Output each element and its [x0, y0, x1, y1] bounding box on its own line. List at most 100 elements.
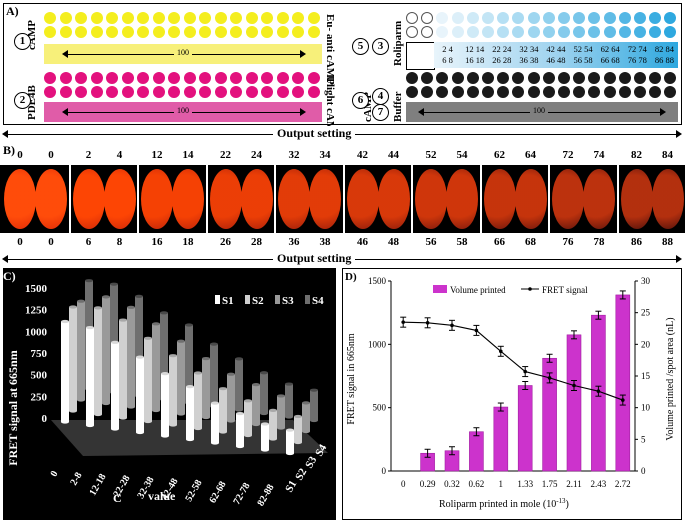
well-dot [245, 86, 258, 98]
output-well [240, 169, 273, 229]
y-tick-label: 500 [373, 403, 387, 413]
well-dot [230, 72, 242, 84]
bar-base-S3 [277, 426, 285, 430]
series-axis-label: S1 [283, 478, 299, 494]
bar-base-S3 [177, 412, 185, 416]
well-bottom-number: 46 [357, 236, 368, 248]
step-3-icon: 3 [372, 38, 389, 55]
well-dot [121, 26, 134, 38]
well-dot [261, 72, 273, 84]
panel-c-label: C) [3, 269, 16, 283]
y-tick-label: 0 [42, 413, 48, 425]
well-dot [276, 26, 289, 38]
volume-bar [493, 406, 509, 472]
gradient-number-top: 62 64 [600, 44, 620, 54]
legend-swatch [245, 295, 250, 304]
bar-base-S1 [86, 423, 94, 428]
well-dot [512, 72, 525, 84]
pde4b-arrow-label: 100 [174, 106, 192, 115]
y-tick-label: 750 [31, 348, 48, 360]
well-top-number: 52 [425, 149, 437, 161]
gradient-well-dot [466, 12, 479, 24]
x-tick-label: 82-88 [255, 483, 276, 509]
well-dot [261, 26, 273, 38]
well-dot [482, 72, 494, 84]
x-axis-corner: C [113, 491, 122, 505]
gradient-number-bottom: 76 78 [627, 55, 647, 65]
well-dot [527, 86, 540, 98]
well-dot [183, 26, 196, 38]
gradient-well-dot [573, 12, 586, 24]
bar-top-S4 [135, 294, 143, 298]
bar-top-S2 [269, 408, 277, 412]
gradient-well-dot [573, 26, 586, 38]
gradient-number-bottom: 46 48 [546, 55, 566, 65]
blank-well-box [406, 42, 435, 70]
gradient-well-dot [634, 12, 646, 24]
y-axis-label: FRET signal at 665nm [6, 350, 20, 465]
bar-top-S4 [160, 311, 168, 315]
well-dot [59, 72, 72, 84]
panel-b-bottom-numbers: 0 0 6 8 16 18 26 28 36 38 46 48 56 58 66 68 76 78 86 88 [0, 236, 685, 250]
well-bottom-number: 16 [151, 236, 163, 248]
x-tick-label: 0 [49, 469, 61, 479]
gradient-well-dot [542, 26, 555, 38]
gradient-number-bottom: 86 88 [654, 55, 674, 65]
output-well [415, 169, 447, 229]
well-dot [90, 72, 103, 84]
gradient-number-bottom: 16 18 [465, 55, 485, 65]
well-dot [261, 12, 273, 24]
well-divider [616, 165, 619, 233]
well-dot [618, 86, 631, 98]
eu-anti-camp-label: Eu- anti cAMP [324, 14, 336, 85]
bar-S1 [261, 424, 269, 450]
well-dot [558, 86, 570, 98]
well-top-number: 0 [17, 149, 23, 161]
buffer-label: Buffer [392, 91, 404, 122]
gradient-well-dot [466, 26, 479, 38]
gradient-well-dot [649, 12, 662, 24]
well-bottom-number: 68 [525, 236, 536, 248]
bar-top-S3 [177, 339, 185, 343]
well-divider [479, 165, 482, 233]
x-tick-label: 62-68 [207, 480, 228, 506]
gradient-number-bottom: 56 58 [573, 55, 593, 65]
well-dot [214, 12, 227, 24]
bar-top-S3 [152, 322, 160, 326]
buffer-arrow-label: 100 [530, 106, 548, 115]
legend-swatch [215, 295, 220, 304]
well-dot [90, 26, 103, 38]
well-bottom-number: 76 [562, 236, 574, 248]
well-dot [603, 72, 616, 84]
well-divider [205, 165, 208, 233]
y-tick-label: 0 [382, 466, 387, 476]
well-dot [214, 86, 227, 98]
x-tick-label: 1 [499, 479, 504, 489]
well-dot [466, 86, 479, 98]
bar-base-S4 [285, 415, 293, 419]
output-well [483, 169, 516, 229]
bar-top-S1 [186, 385, 194, 389]
bar-base-S2 [194, 426, 202, 431]
well-dot [106, 86, 118, 98]
gradient-number-bottom: 66 68 [600, 55, 620, 65]
well-dot [152, 26, 165, 38]
bar-top-S4 [285, 382, 293, 386]
well-dot [436, 86, 449, 98]
panel-b-label: B) [3, 143, 15, 157]
well-top-number: 12 [151, 149, 163, 161]
output-well [583, 169, 615, 229]
bar-base-S2 [219, 430, 227, 434]
step-2-icon: 2 [14, 92, 31, 109]
bar-base-S2 [69, 409, 77, 413]
well-top-number: 74 [593, 149, 605, 161]
bar-base-S2 [244, 433, 252, 438]
bar-base-S3 [127, 405, 135, 409]
well-dot [307, 26, 320, 38]
bar-top-S3 [127, 305, 135, 309]
well-dot [261, 86, 273, 98]
well-bottom-number: 36 [288, 236, 300, 248]
bar-base-S1 [186, 437, 194, 442]
bar-base-S2 [94, 412, 102, 417]
well-top-number: 24 [251, 149, 262, 161]
